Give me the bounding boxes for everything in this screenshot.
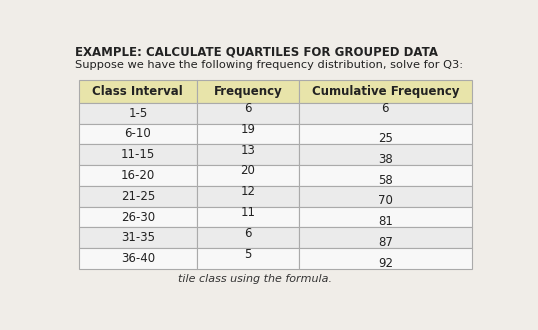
Text: 58: 58 (378, 174, 393, 186)
Text: 11-15: 11-15 (121, 148, 155, 161)
Bar (79, 144, 197, 165)
Text: 11: 11 (240, 206, 256, 219)
Text: Cumulative Frequency: Cumulative Frequency (312, 85, 459, 98)
Text: 70: 70 (378, 194, 393, 207)
Bar (299, 207, 472, 227)
Bar (197, 103, 299, 123)
Text: 92: 92 (378, 257, 393, 270)
Text: 5: 5 (244, 248, 252, 261)
Text: tile class using the formula.: tile class using the formula. (178, 274, 332, 284)
Text: Suppose we have the following frequency distribution, solve for Q3:: Suppose we have the following frequency … (75, 60, 463, 70)
Text: 6-10: 6-10 (124, 127, 151, 141)
Bar (79, 227, 197, 248)
Bar (79, 103, 197, 123)
Bar (197, 227, 299, 248)
Text: Frequency: Frequency (214, 85, 282, 98)
Text: 36-40: 36-40 (121, 252, 155, 265)
Bar (197, 186, 299, 207)
Text: 6: 6 (244, 227, 252, 240)
Bar (197, 80, 299, 103)
Bar (79, 165, 197, 186)
Bar (197, 248, 299, 269)
Text: 13: 13 (240, 144, 255, 157)
Text: 1-5: 1-5 (128, 107, 147, 120)
Bar (197, 207, 299, 227)
Text: 21-25: 21-25 (121, 190, 155, 203)
Bar (299, 123, 472, 144)
Text: 6: 6 (381, 102, 389, 115)
Bar (299, 227, 472, 248)
Text: 38: 38 (378, 153, 393, 166)
Text: EXAMPLE: CALCULATE QUARTILES FOR GROUPED DATA: EXAMPLE: CALCULATE QUARTILES FOR GROUPED… (75, 46, 438, 59)
Text: 25: 25 (378, 132, 393, 145)
Bar (299, 165, 472, 186)
Text: 19: 19 (240, 123, 256, 136)
Bar (79, 248, 197, 269)
Text: 81: 81 (378, 215, 393, 228)
Text: Class Interval: Class Interval (93, 85, 183, 98)
Text: 26-30: 26-30 (121, 211, 155, 224)
Text: 12: 12 (240, 185, 256, 198)
Text: 20: 20 (240, 164, 255, 178)
Bar (79, 80, 197, 103)
Bar (299, 80, 472, 103)
Bar (299, 144, 472, 165)
Bar (197, 123, 299, 144)
Text: 31-35: 31-35 (121, 231, 155, 245)
Bar (79, 207, 197, 227)
Bar (299, 186, 472, 207)
Bar (299, 103, 472, 123)
Bar (197, 144, 299, 165)
Text: 87: 87 (378, 236, 393, 249)
Bar (197, 165, 299, 186)
Text: 16-20: 16-20 (121, 169, 155, 182)
Bar (299, 248, 472, 269)
Bar (79, 123, 197, 144)
Bar (79, 186, 197, 207)
Text: 6: 6 (244, 102, 252, 115)
